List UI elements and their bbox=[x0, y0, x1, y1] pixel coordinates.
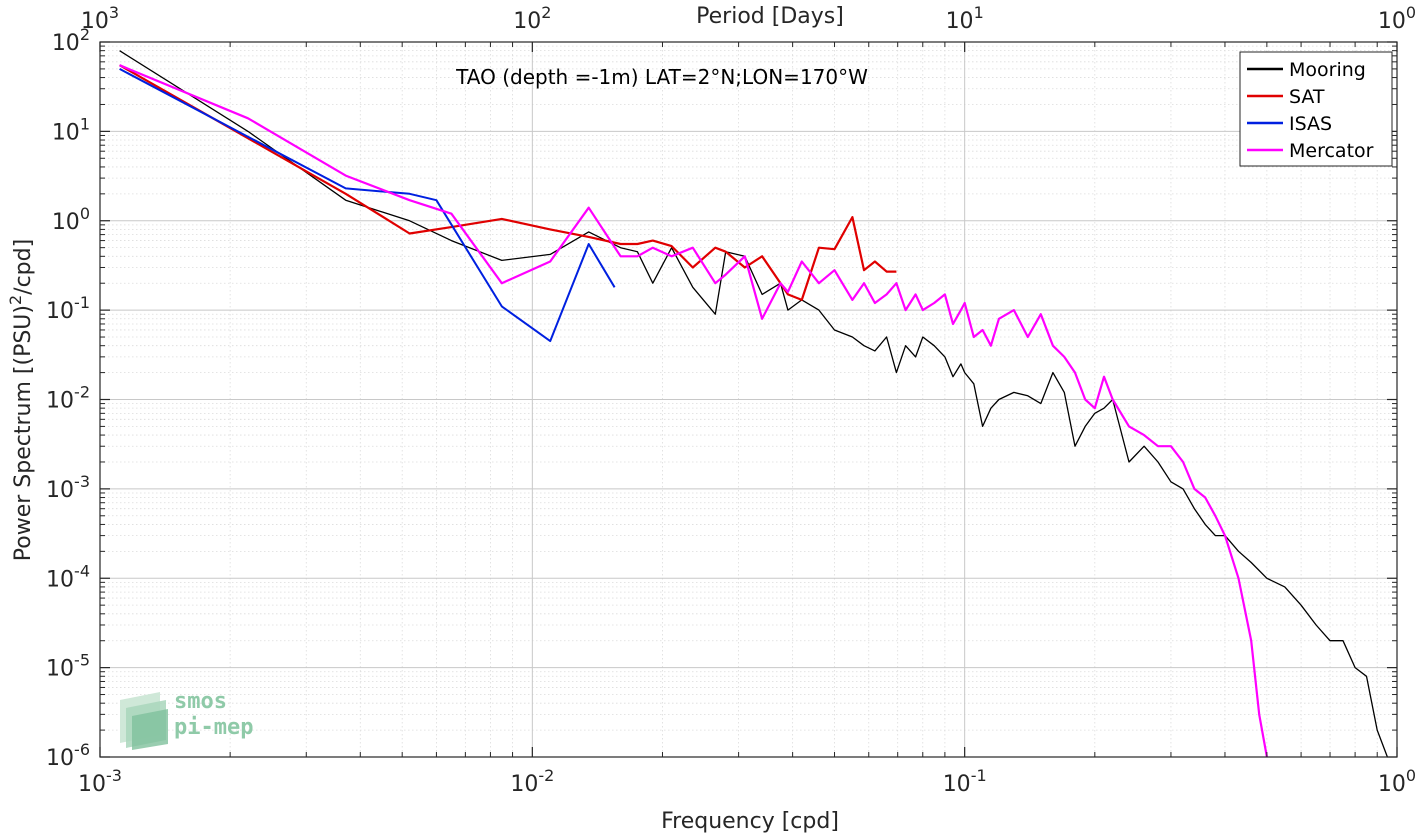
series-line-sat bbox=[119, 64, 897, 301]
legend: Mooring SAT ISAS Mercator bbox=[1239, 51, 1393, 167]
y-tick-label: 10-3 bbox=[46, 472, 90, 503]
legend-label-sat: SAT bbox=[1289, 86, 1325, 108]
legend-label-isas: ISAS bbox=[1289, 113, 1332, 135]
y-tick-label: 10-4 bbox=[46, 561, 90, 592]
x-tick-label: 10-3 bbox=[78, 766, 122, 797]
top-tick-label: 101 bbox=[946, 3, 984, 34]
legend-label-mooring: Mooring bbox=[1289, 59, 1366, 81]
series-layer bbox=[119, 50, 1389, 758]
series-line-isas bbox=[119, 68, 616, 343]
logo-line1: smos bbox=[174, 689, 227, 714]
series-line-mooring bbox=[119, 50, 1389, 758]
x-axis-label: Frequency [cpd] bbox=[661, 809, 839, 834]
logo-line2: pi-mep bbox=[174, 715, 253, 740]
legend-box bbox=[1239, 51, 1393, 167]
legend-label-mercator: Mercator bbox=[1289, 140, 1374, 162]
top-tick-label: 103 bbox=[81, 3, 119, 34]
x-tick-label: 100 bbox=[1378, 766, 1416, 797]
y-tick-label: 10-6 bbox=[46, 740, 90, 771]
y-tick-label: 102 bbox=[52, 25, 90, 56]
y-tick-label: 10-5 bbox=[46, 651, 90, 682]
smos-pi-mep-logo: smos pi-mep bbox=[120, 689, 253, 750]
x-tick-label: 10-1 bbox=[943, 766, 987, 797]
ticks-layer bbox=[99, 41, 1398, 758]
y-axis-label: Power Spectrum [(PSU)2/cpd] bbox=[6, 239, 36, 561]
y-tick-label: 10-2 bbox=[46, 383, 90, 414]
chart-title: TAO (depth =-1m) LAT=2°N;LON=170°W bbox=[455, 65, 868, 89]
y-tick-label: 101 bbox=[52, 114, 90, 145]
x-tick-label: 10-2 bbox=[510, 766, 554, 797]
top-tick-label: 102 bbox=[513, 3, 551, 34]
series-line-mercator bbox=[119, 64, 1268, 758]
y-tick-label: 100 bbox=[52, 204, 90, 235]
y-tick-label: 10-1 bbox=[46, 293, 90, 324]
top-axis-label: Period [Days] bbox=[696, 4, 844, 29]
top-tick-label: 100 bbox=[1378, 3, 1416, 34]
